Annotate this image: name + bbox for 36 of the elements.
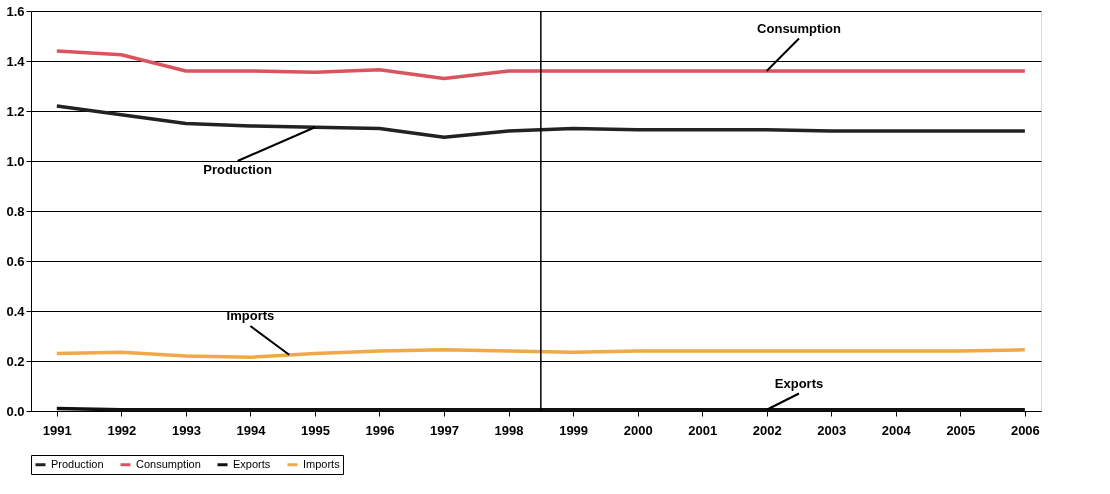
x-tick-label: 2006 [1010, 422, 1040, 438]
y-tick-label: 1.0 [6, 153, 25, 169]
x-tick-label: 1998 [494, 422, 524, 438]
annotation: Consumption [757, 20, 841, 36]
x-tick-label: 1995 [301, 422, 330, 438]
line-series [55, 49, 1027, 81]
legend-label: Imports [303, 457, 341, 470]
annotation: Imports [226, 308, 275, 323]
y-tick-label: 0.6 [6, 253, 25, 269]
y-tick-label: 0.0 [6, 403, 25, 419]
x-tick-label: 2003 [817, 422, 847, 438]
annotation: Exports [774, 375, 824, 391]
x-tick-label: 2000 [623, 422, 653, 438]
x-tick-label: 1997 [430, 422, 459, 438]
x-tick-label: 1996 [365, 422, 395, 438]
legend-label: Consumption [136, 457, 201, 470]
x-tick-label: 2005 [946, 422, 976, 438]
x-tick-label: 1992 [107, 422, 137, 438]
y-tick-label: 1.2 [6, 103, 25, 119]
y-tick-label: 1.6 [6, 3, 25, 19]
y-tick-label: 0.4 [6, 303, 26, 319]
x-tick-label: 2001 [688, 422, 718, 438]
x-tick-label: 1994 [236, 422, 267, 438]
x-tick-label: 1991 [42, 422, 72, 438]
y-tick-label: 0.8 [6, 203, 25, 219]
x-tick-label: 1999 [559, 422, 589, 438]
x-tick-label: 2004 [881, 422, 912, 438]
legend-label: Production [51, 457, 104, 470]
y-tick-label: 1.4 [6, 53, 26, 69]
line-series [55, 348, 1027, 359]
line-series [55, 104, 1027, 139]
annotation: Production [203, 162, 272, 177]
legend-label: Exports [233, 457, 271, 470]
x-tick-label: 2002 [752, 422, 782, 438]
y-tick-label: 0.2 [6, 353, 25, 369]
x-tick-label: 1993 [171, 422, 201, 438]
